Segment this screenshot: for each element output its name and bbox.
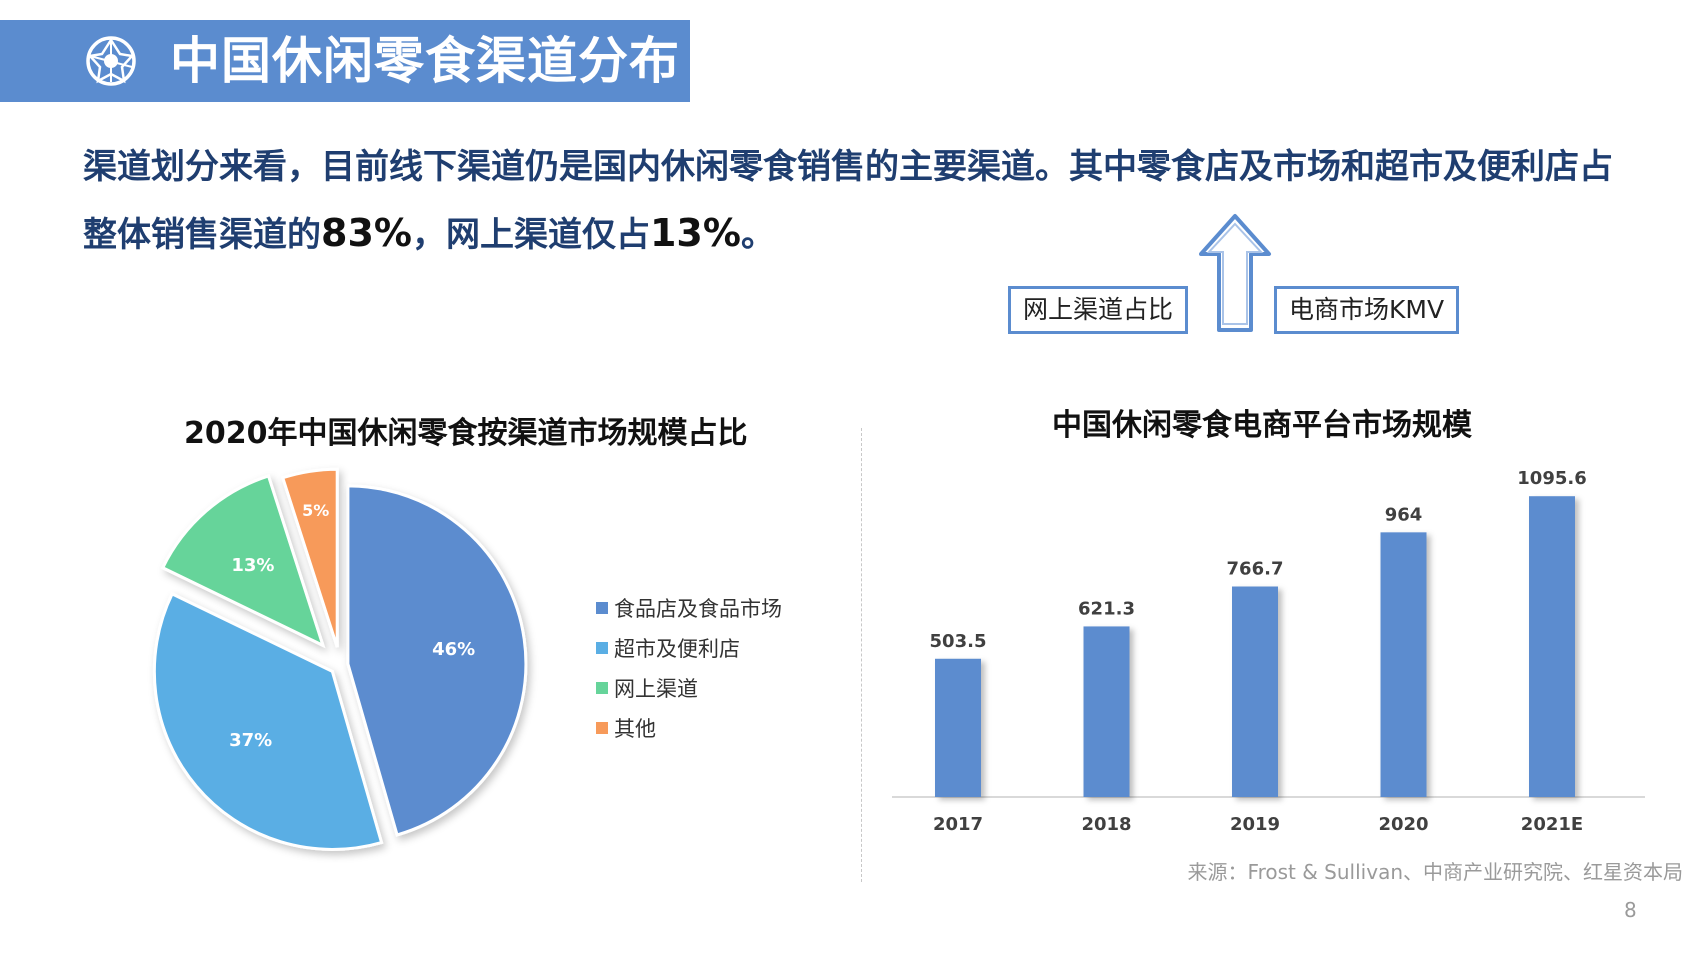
bar-chart-title: 中国休闲零食电商平台市场规模 bbox=[1052, 408, 1472, 443]
x-tick-label: 2021E bbox=[1521, 814, 1583, 835]
source-note: 来源：Frost & Sullivan、中商产业研究院、红星资本局 bbox=[1187, 860, 1683, 884]
bar bbox=[935, 658, 981, 797]
legend-swatch bbox=[596, 722, 608, 734]
title-bar: 中国休闲零食渠道分布 bbox=[0, 20, 690, 102]
bar bbox=[1380, 532, 1427, 797]
legend-label: 超市及便利店 bbox=[614, 637, 740, 661]
legend-swatch bbox=[596, 642, 608, 654]
bar-chart: 503.5 621.3 766.7 964 1095.6 2017 2018 2019 202… bbox=[892, 468, 1645, 835]
legend-swatch bbox=[596, 602, 608, 614]
legend-label: 食品店及食品市场 bbox=[614, 597, 782, 621]
page-number: 8 bbox=[1624, 898, 1637, 922]
bar-value-label: 766.7 bbox=[1227, 559, 1284, 580]
x-tick-label: 2018 bbox=[1081, 814, 1131, 835]
pie-chart: 46% 37% 13% 5% bbox=[152, 467, 528, 851]
legend-swatch bbox=[596, 682, 608, 694]
summary-text: 渠道划分来看，目前线下渠道仍是国内休闲零食销售的主要渠道。其中零食店及市场和超市… bbox=[83, 134, 1643, 268]
online-share: 13% bbox=[649, 211, 741, 255]
x-tick-label: 2020 bbox=[1378, 814, 1428, 835]
bar bbox=[1529, 496, 1575, 797]
legend-item: 食品店及食品市场 bbox=[596, 588, 782, 628]
x-tick-label: 2019 bbox=[1230, 814, 1280, 835]
up-arrow-icon bbox=[1199, 214, 1271, 332]
legend-label: 其他 bbox=[614, 717, 656, 741]
legend-item: 网上渠道 bbox=[596, 668, 782, 708]
page-title: 中国休闲零食渠道分布 bbox=[170, 32, 680, 90]
bar-value-label: 621.3 bbox=[1078, 598, 1135, 619]
chart-divider bbox=[861, 428, 862, 882]
pie-slice-label: 5% bbox=[302, 501, 329, 520]
pie-legend: 食品店及食品市场 超市及便利店 网上渠道 其他 bbox=[596, 588, 782, 748]
summary-part-3: 。 bbox=[740, 215, 775, 255]
legend-label: 网上渠道 bbox=[614, 677, 698, 701]
pie-slice-label: 46% bbox=[432, 639, 475, 660]
legend-item: 超市及便利店 bbox=[596, 628, 782, 668]
summary-part-1: 渠道划分来看，目前线下渠道仍是国内休闲零食销售的主要渠道。其中零食店及市场和超市… bbox=[83, 147, 1613, 255]
summary-part-2: ，网上渠道仅占 bbox=[411, 215, 650, 255]
ecommerce-kmv-badge: 电商市场KMV bbox=[1274, 286, 1460, 334]
pie-slice bbox=[160, 474, 326, 649]
x-tick-label: 2017 bbox=[933, 814, 983, 835]
bar-value-label: 1095.6 bbox=[1517, 468, 1586, 489]
bar-value-label: 503.5 bbox=[930, 631, 987, 652]
legend-item: 其他 bbox=[596, 708, 782, 748]
pie-slice-label: 13% bbox=[231, 555, 274, 576]
online-share-badge: 网上渠道占比 bbox=[1008, 286, 1189, 334]
pie-slice bbox=[152, 591, 384, 851]
pie-slice bbox=[346, 484, 528, 837]
pie-slice bbox=[280, 467, 339, 648]
globe-logo-icon bbox=[86, 36, 136, 86]
offline-share: 83% bbox=[321, 211, 412, 255]
pie-slice-label: 37% bbox=[229, 730, 272, 751]
bar bbox=[1083, 626, 1130, 797]
pie-chart-title: 2020年中国休闲零食按渠道市场规模占比 bbox=[184, 416, 748, 451]
bar-value-label: 964 bbox=[1385, 504, 1423, 525]
bar bbox=[1232, 586, 1278, 797]
